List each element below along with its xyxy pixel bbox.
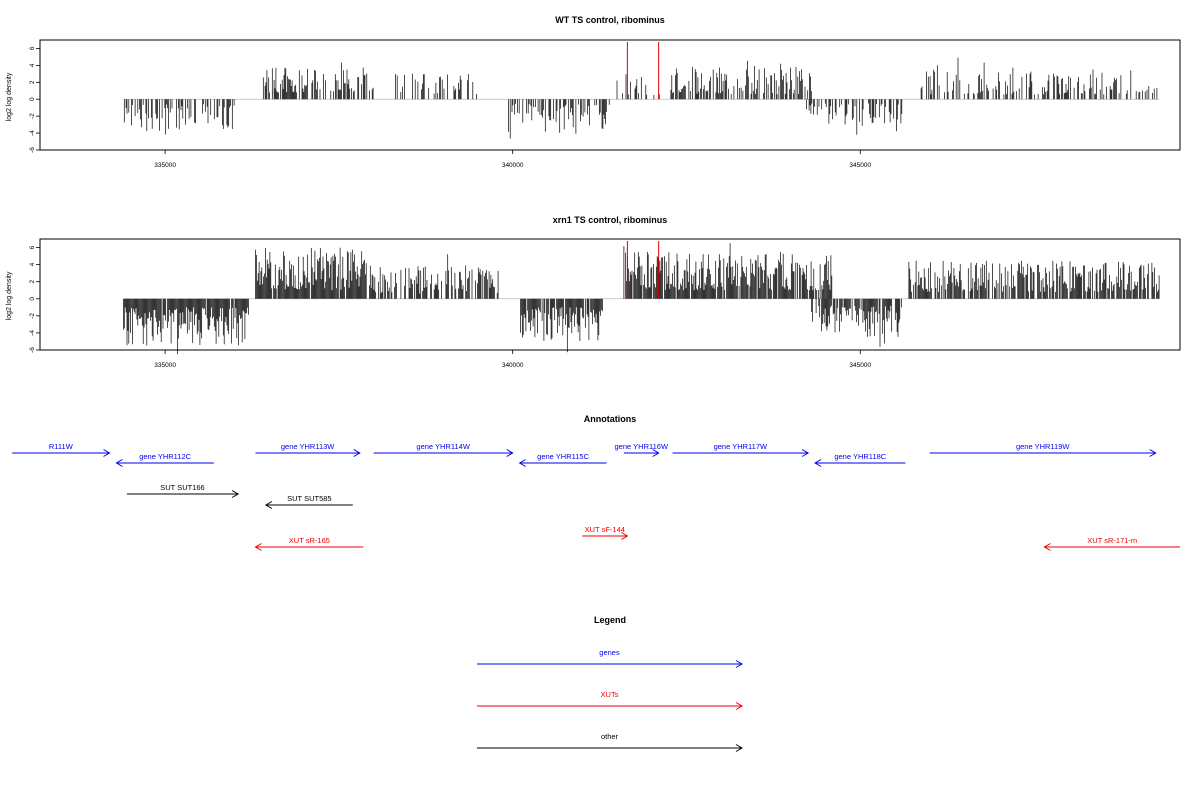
wt-y-axis: -6 -4 -2 0 2 4 6 [29, 46, 40, 153]
wt-ytick-label: -4 [29, 130, 36, 136]
legend-title: Legend [594, 615, 626, 625]
feature-label-gene: gene YHR114W [416, 442, 470, 451]
xrn1-ytick-label: -2 [29, 313, 36, 319]
feature-arrow-gene [115, 459, 214, 467]
xrn1-ytick-label: 6 [29, 245, 36, 249]
xrn1-ytick-label: 0 [29, 297, 36, 301]
legend-label-other: other [601, 732, 619, 741]
wt-signal-bars [123, 57, 1158, 139]
feature-arrow-xut [1043, 543, 1180, 551]
xrn1-ytick-label: -6 [29, 347, 36, 353]
feature-arrow-gene [12, 449, 111, 457]
feature-label-gene: gene YHR119W [1016, 442, 1070, 451]
xrn1-xtick-label: 345000 [849, 362, 871, 369]
feature-arrow-gene [623, 449, 660, 457]
feature-arrow-gene [814, 459, 906, 467]
wt-x-axis: 335000 340000 345000 [154, 150, 871, 169]
wt-ytick-label: 0 [29, 97, 36, 101]
xrn1-ytick-label: 4 [29, 262, 36, 266]
wt-marker-lines [626, 42, 660, 100]
xrn1-x-axis: 335000 340000 345000 [154, 350, 871, 369]
feature-label-other: SUT SUT166 [160, 483, 204, 492]
wt-ytick-label: -2 [29, 113, 36, 119]
feature-arrow-gene [373, 449, 514, 457]
feature-arrow-xut [582, 532, 629, 540]
xrn1-xtick-label: 335000 [154, 362, 176, 369]
feature-label-gene: gene YHR113W [281, 442, 335, 451]
feature-arrow-gene [255, 449, 361, 457]
feature-arrow-gene [518, 459, 607, 467]
xrn1-marker-lines [626, 241, 660, 299]
feature-label-gene: gene YHR115C [537, 452, 589, 461]
wt-xtick-label: 335000 [154, 162, 176, 169]
legend-items: genes XUTs other [477, 648, 743, 752]
xrn1-xtick-label: 340000 [502, 362, 524, 369]
feature-arrow-gene [929, 449, 1157, 457]
wt-ytick-label: 2 [29, 80, 36, 84]
feature-label-gene: R111W [49, 442, 74, 451]
feature-label-gene: gene YHR117W [714, 442, 768, 451]
feature-label-xut: XUT sF-144 [585, 525, 625, 534]
feature-arrow-other [264, 501, 353, 509]
xrn1-panel: xrn1 TS control, ribominus log2 log dens… [6, 215, 1181, 369]
wt-ytick-label: -6 [29, 147, 36, 153]
feature-label-xut: XUT sR-171-m [1087, 536, 1137, 545]
wt-ytick-label: 4 [29, 63, 36, 67]
wt-xtick-label: 340000 [502, 162, 524, 169]
feature-label-other: SUT SUT585 [287, 494, 331, 503]
wt-ytick-label: 6 [29, 46, 36, 50]
feature-label-gene: gene YHR118C [834, 452, 886, 461]
legend-arrow-gene [477, 660, 743, 668]
annotation-features: R111W gene YHR112C gene YHR113W gene YHR114… [12, 442, 1180, 551]
feature-arrow-other [126, 490, 240, 498]
xrn1-y-axis-label: log2 log density [6, 271, 13, 320]
xrn1-y-axis: -6 -4 -2 0 2 4 6 [29, 245, 40, 353]
feature-arrow-xut [254, 543, 364, 551]
xrn1-ytick-label: -4 [29, 330, 36, 336]
xrn1-plot-frame [39, 238, 1181, 351]
xrn1-ytick-label: 2 [29, 280, 36, 284]
feature-arrow-gene [672, 449, 810, 457]
annotations-title: Annotations [584, 414, 637, 424]
xrn1-panel-title: xrn1 TS control, ribominus [553, 215, 668, 225]
legend-arrow-xut [477, 702, 743, 710]
wt-plot-frame [39, 39, 1181, 151]
feature-label-xut: XUT sR-165 [289, 536, 330, 545]
wt-xtick-label: 345000 [849, 162, 871, 169]
legend-label-xut: XUTs [601, 690, 619, 699]
annotations-panel: Annotations R111W gene YHR112C gene YHR113… [12, 414, 1180, 551]
feature-label-gene: gene YHR116W [615, 442, 669, 451]
wt-y-axis-label: log2 log density [6, 72, 13, 121]
wt-panel-title: WT TS control, ribominus [555, 15, 665, 25]
legend-arrow-other [477, 744, 743, 752]
wt-panel: WT TS control, ribominus log2 log densit… [6, 15, 1181, 169]
feature-label-gene: gene YHR112C [139, 452, 191, 461]
legend-panel: Legend genes XUTs other [477, 615, 743, 752]
legend-label-gene: genes [599, 648, 620, 657]
xrn1-signal-bars [123, 243, 1160, 355]
